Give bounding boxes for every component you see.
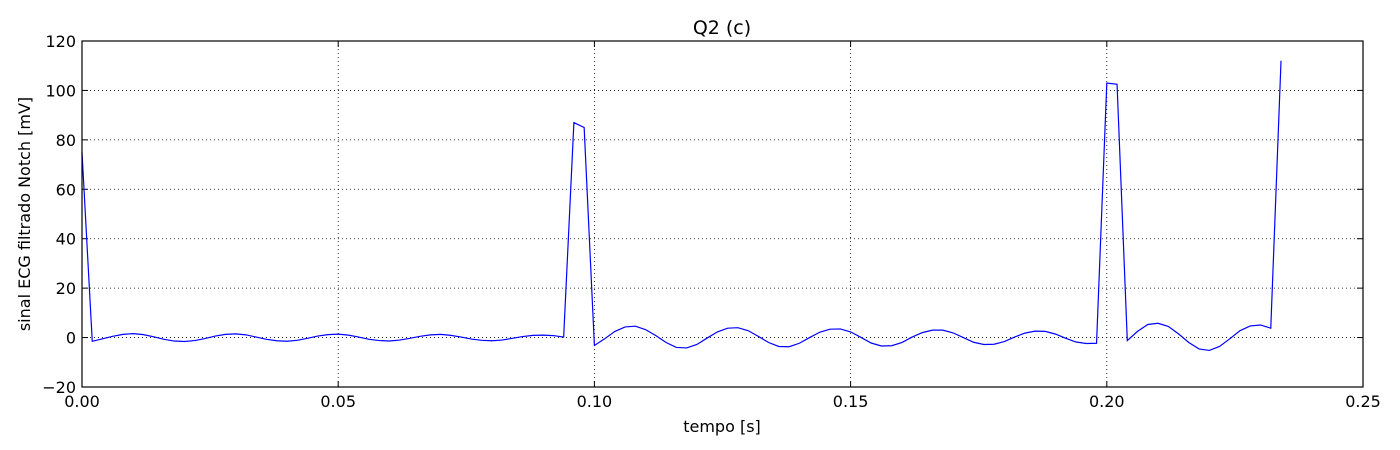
- y-axis-label: sinal ECG filtrado Notch [mV]: [15, 97, 34, 331]
- x-tick-label: 0.05: [320, 392, 356, 411]
- x-tick-label: 0.25: [1345, 392, 1381, 411]
- x-tick-label: 0.20: [1089, 392, 1125, 411]
- chart-title: Q2 (c): [693, 17, 751, 39]
- y-tick-label: 120: [45, 32, 76, 51]
- x-tick-label: 0.10: [577, 392, 613, 411]
- ecg-signal-line: [81, 60, 1282, 352]
- y-tick-label: 100: [45, 81, 76, 100]
- y-tick-labels: −20 0 20 40 60 80 100 120: [42, 32, 76, 397]
- y-tick-label: 60: [56, 180, 76, 199]
- y-tick-label: 40: [56, 230, 76, 249]
- y-tick-label: 0: [66, 329, 76, 348]
- x-tick-labels: 0.00 0.05 0.10 0.15 0.20 0.25: [64, 392, 1381, 411]
- x-tick-label: 0.00: [64, 392, 100, 411]
- y-tick-label: 80: [56, 131, 76, 150]
- x-tick-label: 0.15: [833, 392, 869, 411]
- x-axis-label: tempo [s]: [683, 417, 761, 436]
- y-tick-label: −20: [42, 378, 76, 397]
- y-tick-label: 20: [56, 279, 76, 298]
- plot-area-frame: [81, 40, 1364, 388]
